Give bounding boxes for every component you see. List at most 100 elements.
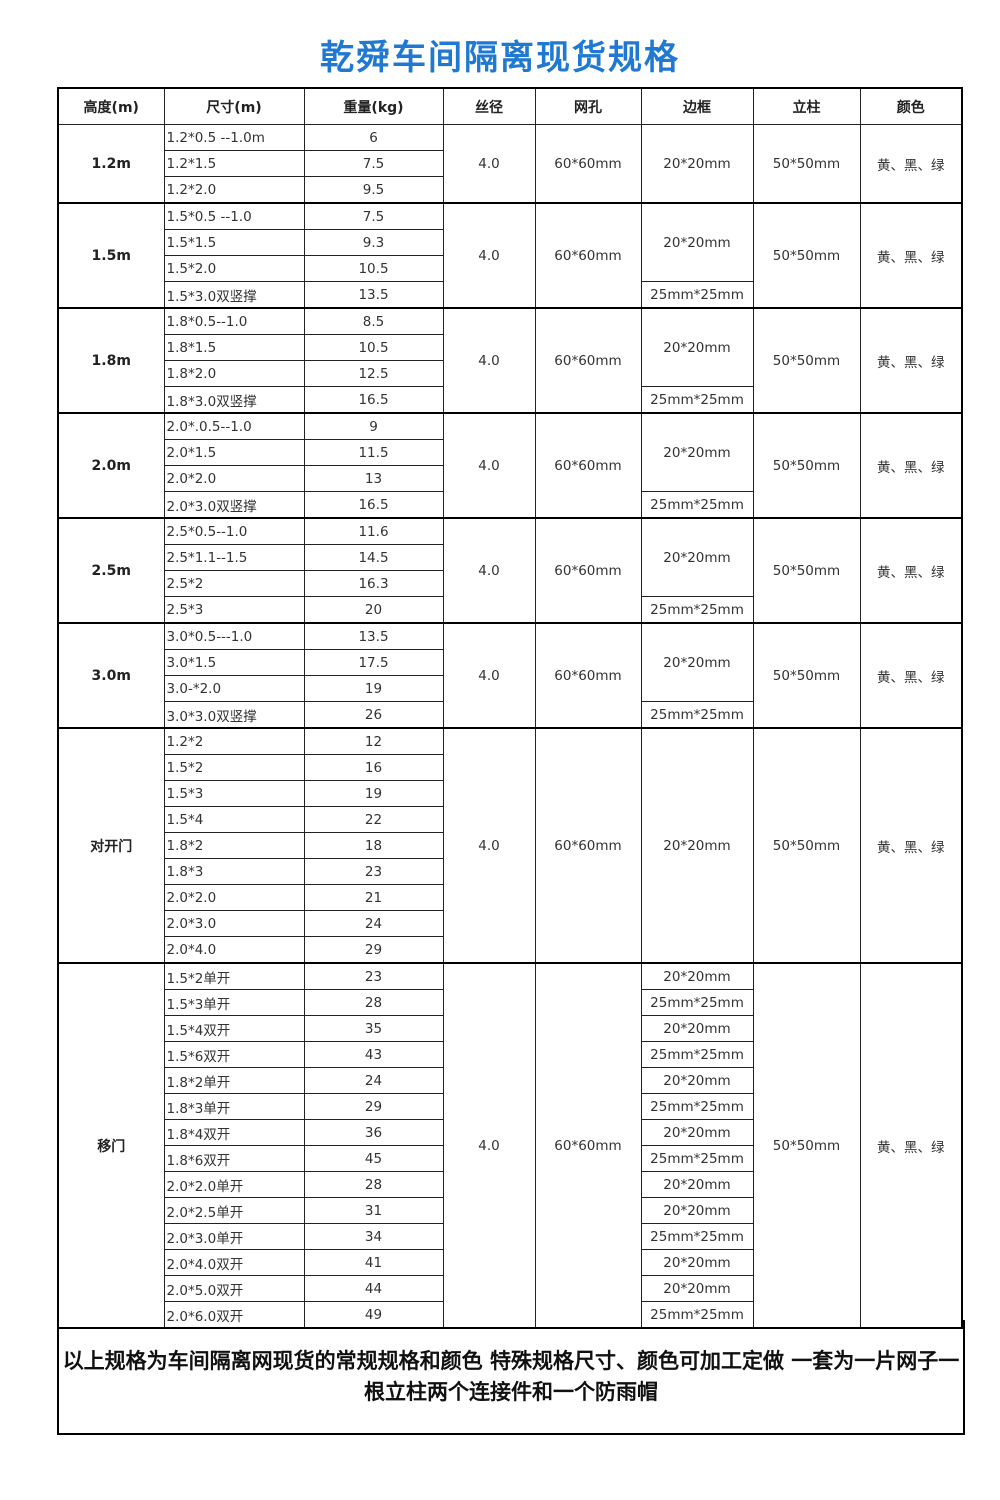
weight-cell: 45	[303, 1145, 444, 1172]
color-cell: 黄、黑、绿	[859, 727, 963, 964]
weight-cell: 24	[303, 1067, 444, 1094]
size-cell: 1.2*1.5	[163, 150, 305, 177]
frame-cell: 20*20mm	[640, 622, 754, 702]
weight-cell: 6	[303, 124, 444, 151]
frame-cell: 25mm*25mm	[640, 989, 754, 1016]
table-row: 1.8*2 18	[58, 832, 962, 859]
size-cell: 1.8*2	[163, 832, 305, 859]
weight-cell: 7.5	[303, 150, 444, 177]
size-cell: 1.2*0.5 --1.0m	[163, 124, 305, 151]
mesh-cell: 60*60mm	[534, 622, 642, 729]
table-row: 1.5*4 22	[58, 806, 962, 833]
size-cell: 2.0*3.0双竖撑	[163, 491, 305, 519]
weight-cell: 41	[303, 1249, 444, 1276]
table-row: 2.0m 2.0*.0.5--1.0 9 4.0 60*60mm 20*20mm 50*50…	[57, 412, 963, 519]
mesh-cell: 60*60mm	[534, 307, 642, 414]
height-cell: 2.0m	[57, 412, 165, 519]
size-cell: 1.5*4双开	[163, 1015, 305, 1042]
weight-cell: 13.5	[303, 622, 444, 650]
weight-cell: 24	[303, 910, 444, 937]
header-weight: 重量(kg)	[303, 87, 444, 125]
height-cell: 3.0m	[57, 622, 165, 729]
size-cell: 2.0*.0.5--1.0	[163, 412, 305, 440]
table-row: 1.2*1.5 7.5	[58, 150, 962, 177]
post-cell: 50*50mm	[752, 124, 861, 204]
size-cell: 2.0*2.0	[163, 465, 305, 492]
table-row: 1.5*1.5 9.3	[58, 229, 962, 256]
frame-cell: 25mm*25mm	[640, 1093, 754, 1120]
header-height: 高度(m)	[57, 87, 165, 125]
weight-cell: 44	[303, 1275, 444, 1302]
wire-cell: 4.0	[442, 962, 536, 1329]
wire-cell: 4.0	[442, 124, 536, 204]
frame-cell: 25mm*25mm	[640, 1041, 754, 1068]
color-cell: 黄、黑、绿	[859, 962, 963, 1329]
table-row: 3.0*1.5 17.5	[58, 649, 962, 676]
size-cell: 3.0*0.5---1.0	[163, 622, 305, 650]
frame-cell: 20*20mm	[640, 517, 754, 597]
spec-table: 高度(m) 尺寸(m) 重量(kg) 丝径 网孔 边框 立柱 颜色 1.2m 1.…	[57, 87, 963, 1329]
table-row: 1.8*4双开 36 20*20mm	[58, 1119, 962, 1146]
weight-cell: 36	[303, 1119, 444, 1146]
size-cell: 2.0*5.0双开	[163, 1275, 305, 1302]
header-post: 立柱	[752, 87, 861, 125]
weight-cell: 49	[303, 1301, 444, 1329]
weight-cell: 16.3	[303, 570, 444, 597]
header-mesh: 网孔	[534, 87, 642, 125]
weight-cell: 13.5	[303, 281, 444, 309]
size-cell: 3.0-*2.0	[163, 675, 305, 702]
post-cell: 50*50mm	[752, 962, 861, 1329]
size-cell: 2.5*2	[163, 570, 305, 597]
weight-cell: 11.5	[303, 439, 444, 466]
mesh-cell: 60*60mm	[534, 517, 642, 624]
weight-cell: 43	[303, 1041, 444, 1068]
frame-cell: 20*20mm	[640, 412, 754, 492]
footer-note: 以上规格为车间隔离网现货的常规规格和颜色 特殊规格尺寸、颜色可加工定做 一套为一…	[57, 1320, 965, 1435]
wire-cell: 4.0	[442, 727, 536, 964]
frame-cell: 25mm*25mm	[640, 386, 754, 414]
size-cell: 2.0*2.0单开	[163, 1171, 305, 1198]
weight-cell: 26	[303, 701, 444, 729]
frame-cell: 20*20mm	[640, 124, 754, 204]
weight-cell: 19	[303, 780, 444, 807]
post-cell: 50*50mm	[752, 307, 861, 414]
weight-cell: 8.5	[303, 307, 444, 335]
table-row: 1.8m 1.8*0.5--1.0 8.5 4.0 60*60mm 20*20mm 50*5…	[57, 307, 963, 414]
size-cell: 1.8*6双开	[163, 1145, 305, 1172]
table-row: 1.5*2.0 10.5	[58, 255, 962, 282]
weight-cell: 23	[303, 962, 444, 990]
weight-cell: 29	[303, 1093, 444, 1120]
table-row: 1.5*6双开 43 25mm*25mm	[58, 1041, 962, 1068]
height-cell: 对开门	[57, 727, 165, 964]
color-cell: 黄、黑、绿	[859, 517, 963, 624]
size-cell: 1.8*2单开	[163, 1067, 305, 1094]
size-cell: 1.5*4	[163, 806, 305, 833]
table-row: 2.0*6.0双开 49 25mm*25mm	[58, 1301, 962, 1329]
page-title: 乾舜车间隔离现货规格	[320, 38, 680, 78]
frame-cell: 25mm*25mm	[640, 1301, 754, 1329]
size-cell: 1.5*2.0	[163, 255, 305, 282]
weight-cell: 31	[303, 1197, 444, 1224]
post-cell: 50*50mm	[752, 412, 861, 519]
weight-cell: 16.5	[303, 386, 444, 414]
table-row: 2.5*2 16.3	[58, 570, 962, 597]
frame-cell: 20*20mm	[640, 307, 754, 387]
size-cell: 1.5*2单开	[163, 962, 305, 990]
size-cell: 1.2*2	[163, 727, 305, 755]
weight-cell: 9.3	[303, 229, 444, 256]
wire-cell: 4.0	[442, 307, 536, 414]
frame-cell: 20*20mm	[640, 1015, 754, 1042]
frame-cell: 20*20mm	[640, 1171, 754, 1198]
table-row: 2.0*2.5单开 31 20*20mm	[58, 1197, 962, 1224]
size-cell: 1.8*3.0双竖撑	[163, 386, 305, 414]
table-row: 2.0*3.0 24	[58, 910, 962, 937]
weight-cell: 17.5	[303, 649, 444, 676]
size-cell: 1.5*6双开	[163, 1041, 305, 1068]
frame-cell: 25mm*25mm	[640, 1223, 754, 1250]
size-cell: 1.8*3	[163, 858, 305, 885]
height-cell: 1.5m	[57, 202, 165, 309]
weight-cell: 28	[303, 989, 444, 1016]
size-cell: 2.5*3	[163, 596, 305, 624]
weight-cell: 13	[303, 465, 444, 492]
weight-cell: 34	[303, 1223, 444, 1250]
